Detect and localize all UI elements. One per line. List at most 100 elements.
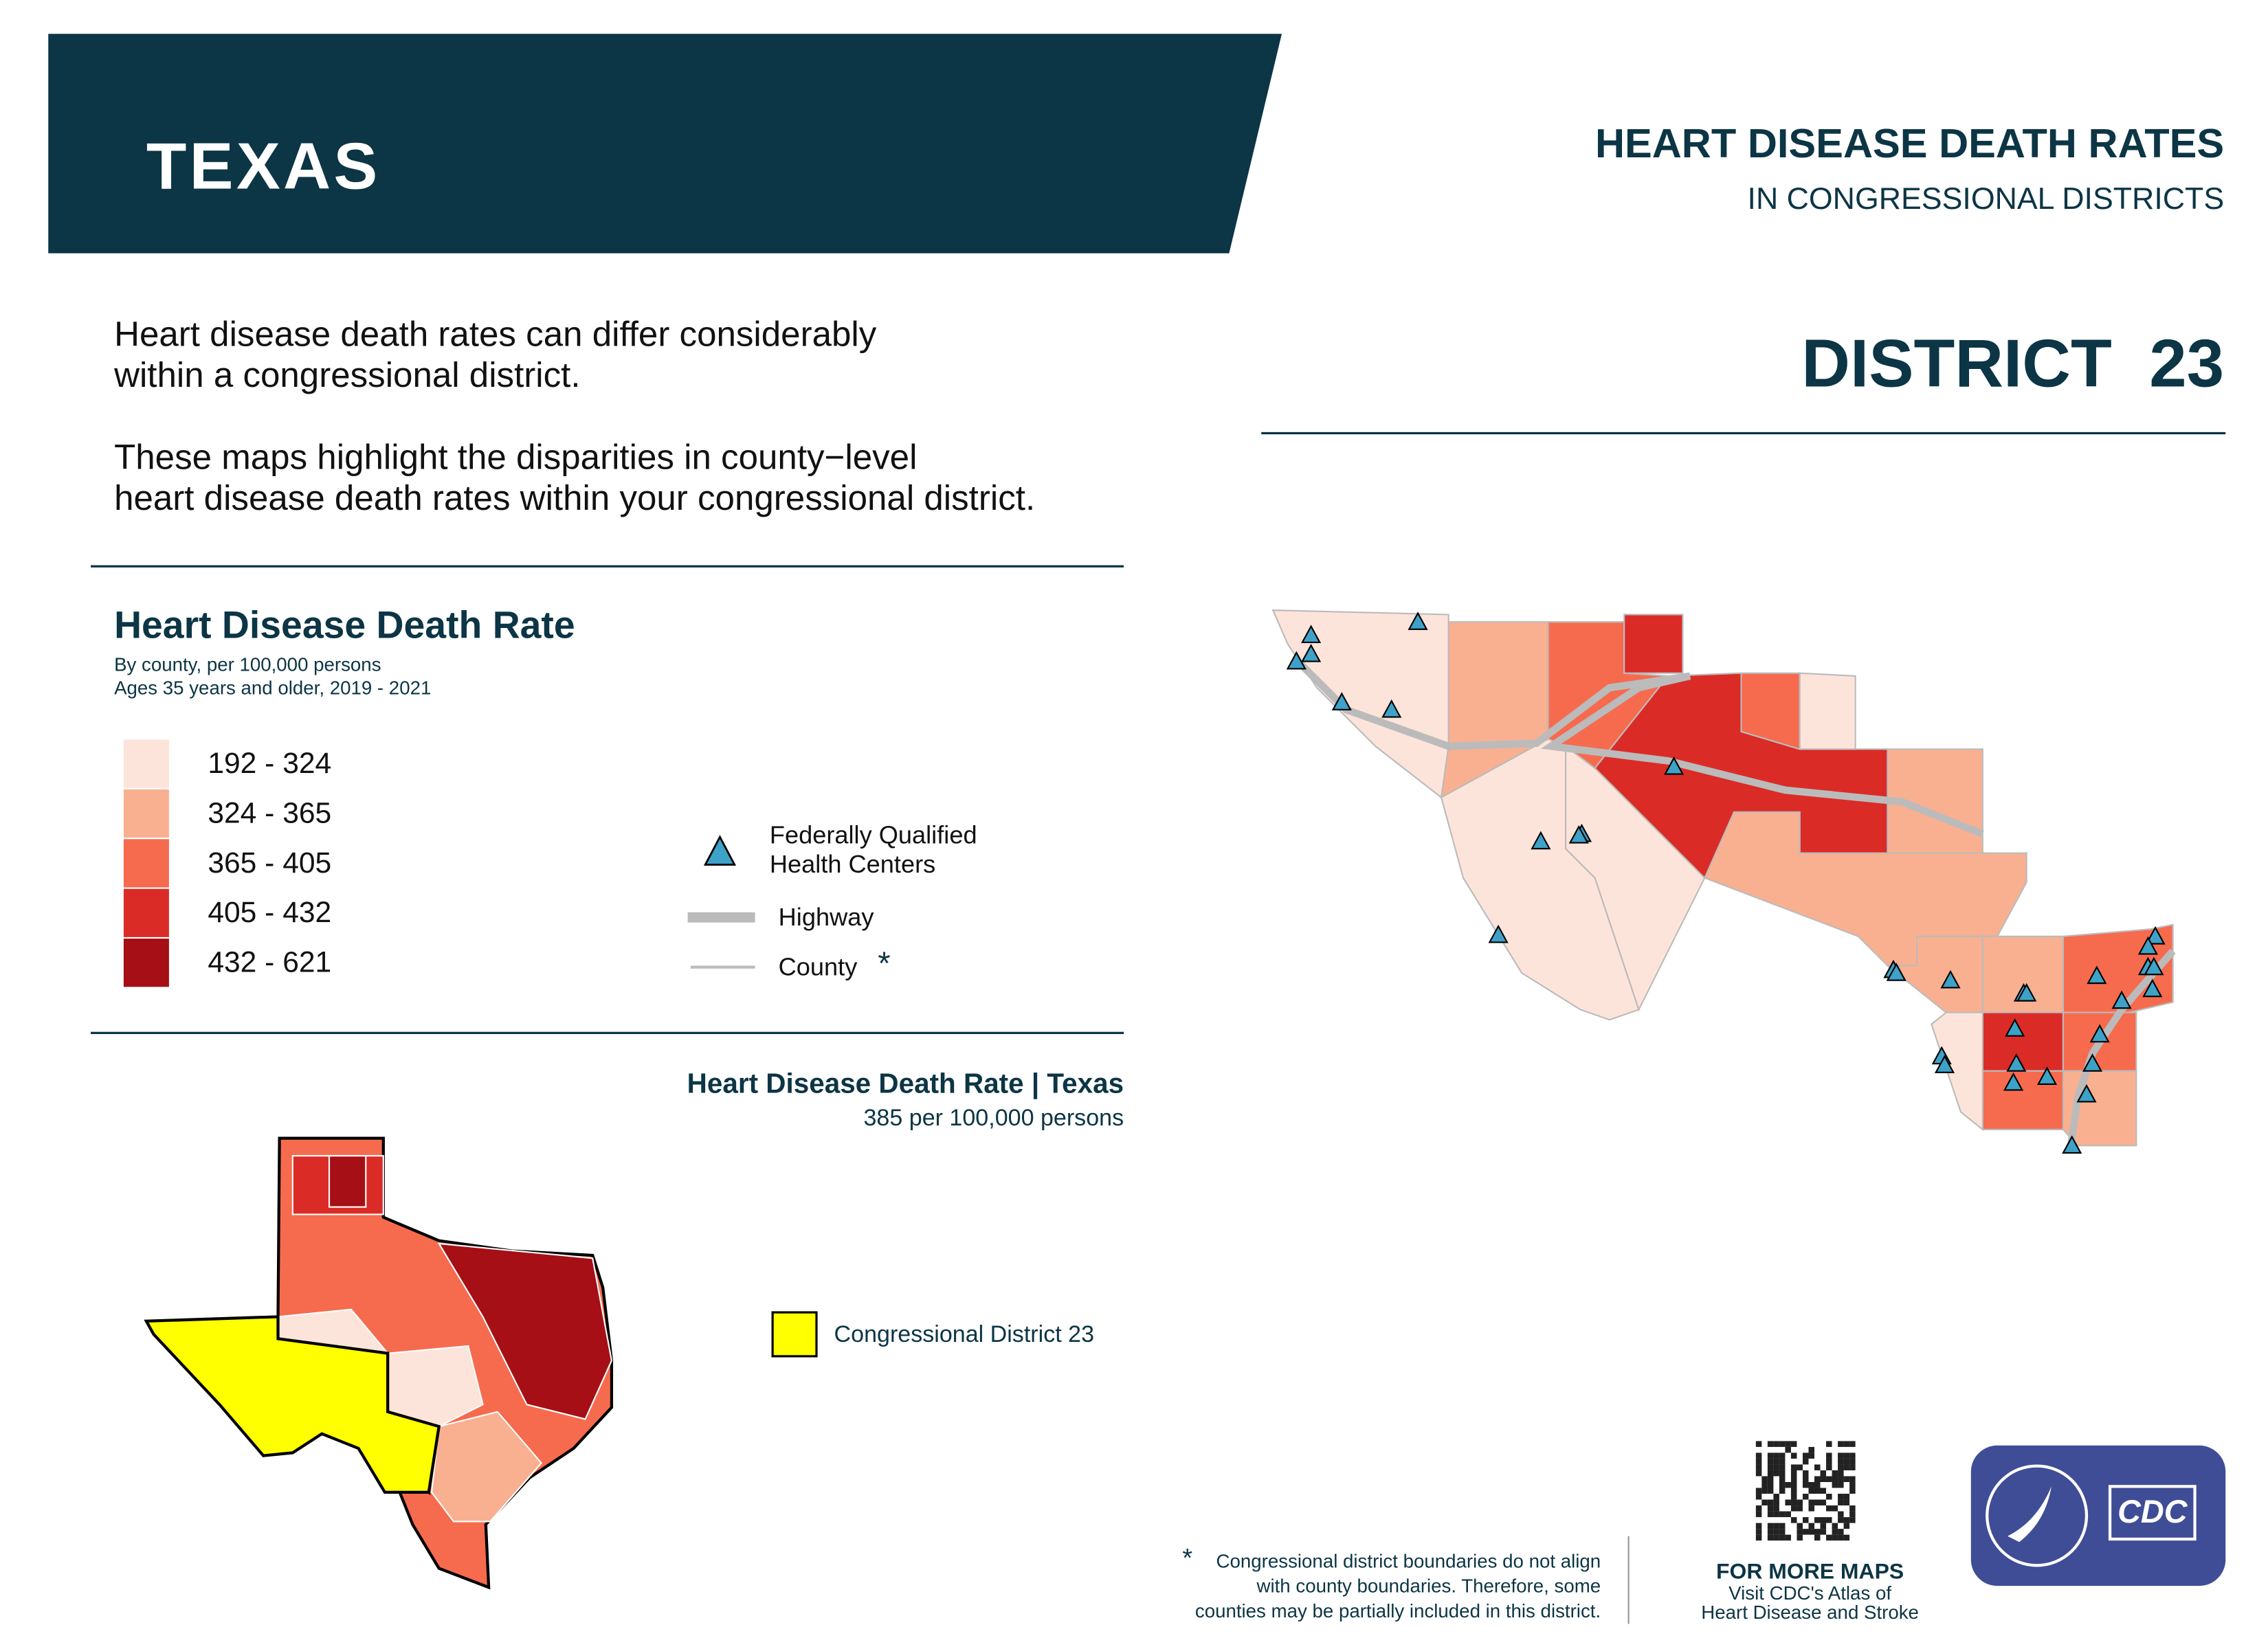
health-center bbox=[1331, 692, 1352, 710]
health-center bbox=[1301, 643, 1322, 662]
legend-classes: 192 - 324 324 - 365 365 - 405 405 - 432 432 … bbox=[122, 738, 331, 989]
qr-module bbox=[1849, 1441, 1856, 1447]
qr-module bbox=[1838, 1476, 1844, 1482]
qr-module bbox=[1773, 1464, 1779, 1470]
qr-module bbox=[1797, 1499, 1803, 1506]
qr-module bbox=[1843, 1441, 1850, 1447]
qr-module bbox=[1773, 1499, 1779, 1506]
qr-module bbox=[1797, 1534, 1803, 1541]
qr-module bbox=[1826, 1517, 1832, 1523]
health-center bbox=[2111, 990, 2132, 1009]
visit-text: Visit CDC's Atlas of bbox=[1728, 1582, 1891, 1604]
qr-module bbox=[1802, 1494, 1809, 1500]
legend-class-label: 192 - 324 bbox=[208, 747, 331, 780]
hhs-seal bbox=[1986, 1464, 2089, 1567]
qr-module bbox=[1797, 1529, 1803, 1535]
qr-module bbox=[1808, 1452, 1814, 1459]
qr-module bbox=[1808, 1523, 1814, 1529]
qr-module bbox=[1779, 1452, 1786, 1459]
qr-module bbox=[1797, 1464, 1803, 1470]
qr-module bbox=[1785, 1441, 1791, 1447]
qr-module bbox=[1838, 1494, 1844, 1500]
qr-module bbox=[1767, 1523, 1774, 1529]
health-center bbox=[2145, 926, 2166, 945]
qr-module bbox=[1832, 1529, 1838, 1535]
health-center bbox=[1934, 1055, 1955, 1073]
qr-module bbox=[1814, 1534, 1821, 1541]
county-group bbox=[430, 1411, 543, 1523]
qr-module bbox=[1843, 1464, 1850, 1470]
qr-module bbox=[1802, 1517, 1809, 1523]
fqhc-symbol bbox=[703, 835, 737, 866]
qr-module bbox=[1797, 1505, 1803, 1512]
qr-module bbox=[1755, 1505, 1762, 1512]
qr-module bbox=[1779, 1529, 1786, 1535]
qr-module bbox=[1820, 1523, 1827, 1529]
qr-module bbox=[1808, 1482, 1814, 1488]
qr-module bbox=[1843, 1458, 1850, 1465]
qr-module bbox=[1767, 1452, 1774, 1459]
qr-module bbox=[1832, 1505, 1838, 1512]
qr-module bbox=[1785, 1482, 1791, 1488]
state-rate-value: 385 per 100,000 persons bbox=[864, 1105, 1124, 1131]
qr-module bbox=[1779, 1464, 1786, 1470]
qr-module bbox=[1838, 1517, 1844, 1523]
legend-class-label: 365 - 405 bbox=[208, 846, 331, 879]
qr-module bbox=[1779, 1482, 1786, 1488]
more-maps: FOR MORE MAPS bbox=[1716, 1558, 1904, 1583]
qr-module bbox=[1767, 1534, 1774, 1541]
health-center bbox=[1568, 824, 1589, 844]
health-center bbox=[2005, 1018, 2025, 1037]
qr-module bbox=[1773, 1470, 1779, 1477]
health-center bbox=[2003, 1072, 2024, 1091]
qr-module bbox=[1832, 1482, 1838, 1488]
footnote: counties may be partially included in th… bbox=[1195, 1600, 1601, 1622]
county bbox=[1931, 1011, 1983, 1132]
qr-module bbox=[1826, 1452, 1832, 1459]
state-rate-title: Heart Disease Death Rate | Texas bbox=[687, 1068, 1124, 1099]
health-center bbox=[2016, 983, 2037, 1002]
qr-module bbox=[1832, 1476, 1838, 1482]
qr-module bbox=[1826, 1458, 1832, 1465]
qr-module bbox=[1814, 1476, 1821, 1482]
qr-module bbox=[1767, 1499, 1774, 1506]
legend-swatch bbox=[122, 936, 171, 989]
legend-swatch bbox=[122, 838, 171, 889]
health-center bbox=[1488, 924, 1509, 943]
health-center bbox=[2144, 956, 2164, 976]
qr-module bbox=[1785, 1499, 1791, 1506]
state-name: TEXAS bbox=[146, 130, 381, 203]
qr-module bbox=[1838, 1529, 1844, 1535]
qr-module bbox=[1820, 1529, 1827, 1535]
qr-module bbox=[1779, 1511, 1786, 1518]
health-center bbox=[1531, 831, 1551, 850]
qr-module bbox=[1790, 1505, 1797, 1512]
qr-module bbox=[1838, 1482, 1844, 1488]
qr-module bbox=[1773, 1441, 1779, 1447]
qr-module bbox=[1773, 1511, 1779, 1518]
legend-note: Ages 35 years and older, 2019 - 2021 bbox=[114, 677, 431, 698]
qr-module bbox=[1802, 1476, 1809, 1482]
qr-module bbox=[1790, 1499, 1797, 1506]
county bbox=[1623, 614, 1684, 674]
qr-module bbox=[1826, 1534, 1832, 1541]
texas-map bbox=[144, 1136, 614, 1590]
qr-module bbox=[1779, 1523, 1786, 1529]
district-map bbox=[1271, 609, 2176, 1149]
qr-module bbox=[1779, 1488, 1786, 1494]
qr-module bbox=[1773, 1534, 1779, 1541]
highway bbox=[1292, 655, 1984, 838]
county bbox=[1703, 811, 2027, 967]
qr-module bbox=[1808, 1499, 1814, 1506]
legend-label: Highway bbox=[779, 903, 875, 931]
qr-module bbox=[1767, 1511, 1774, 1518]
qr-module bbox=[1802, 1458, 1809, 1465]
qr-module bbox=[1843, 1452, 1850, 1459]
qr-module bbox=[1814, 1464, 1821, 1470]
qr-module bbox=[1785, 1446, 1791, 1453]
qr-module bbox=[1849, 1464, 1856, 1470]
qr-module bbox=[1849, 1482, 1856, 1488]
health-centers bbox=[1286, 612, 2166, 1154]
qr-module bbox=[1755, 1452, 1762, 1459]
